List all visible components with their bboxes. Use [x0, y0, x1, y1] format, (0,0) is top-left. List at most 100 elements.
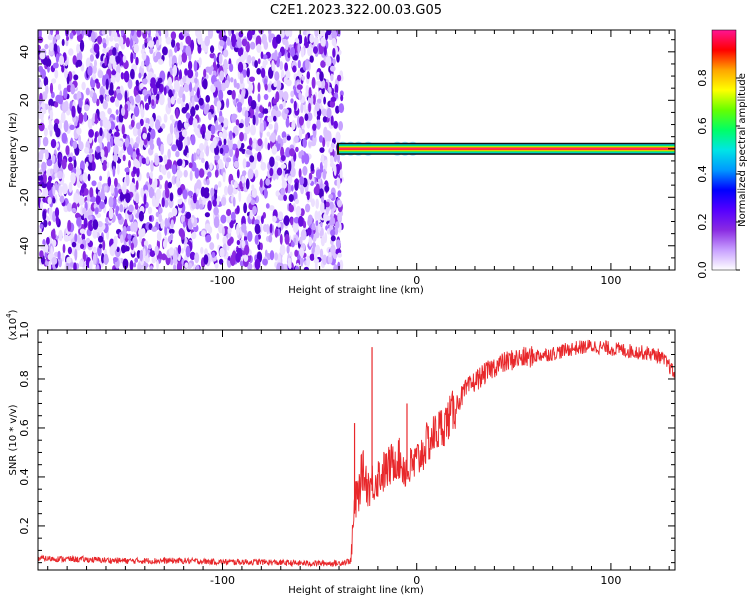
spectrogram-cell [100, 95, 104, 104]
spectrogram-cell [113, 144, 119, 156]
spectrogram-cell [66, 202, 72, 212]
spectrogram-cell [124, 167, 130, 173]
spectrogram-cell [251, 30, 256, 35]
spectrogram-cell [237, 104, 243, 113]
spectrogram-cell [112, 47, 117, 56]
spectrogram-frame [37, 29, 676, 271]
spectrogram-cell [53, 162, 59, 174]
spectrogram-cell [181, 247, 184, 254]
spectrogram-cell [61, 252, 65, 262]
spectrogram-cell [149, 171, 153, 179]
spectrogram-cell [188, 162, 193, 169]
spectrogram-cell [149, 116, 154, 129]
spectrogram-cell [164, 199, 169, 208]
spectrogram-cell [274, 161, 279, 169]
spectrogram-cell [296, 84, 303, 90]
spectrogram-cell [38, 189, 42, 196]
spectrogram-cell [301, 154, 305, 164]
spectrogram-cell [280, 146, 285, 158]
spectrogram-cell [330, 73, 334, 82]
spectrogram-cell [43, 173, 47, 185]
spectrogram-cell [337, 213, 342, 222]
spectrogram-cell [267, 115, 273, 123]
spectrogram-cell [51, 154, 56, 164]
spectrogram-cell [98, 243, 103, 249]
spectrogram-cell [48, 175, 52, 183]
spectrogram-cell [193, 60, 198, 72]
spectrogram-cell [314, 250, 318, 262]
spectrogram-cell [290, 47, 296, 57]
spectrogram-cell [290, 98, 294, 104]
spectrogram-cell [73, 262, 77, 270]
spectrogram-cell [328, 251, 332, 258]
spectrogram-cell [76, 50, 83, 63]
spectrogram-cell [52, 239, 57, 247]
spectrogram-cell [85, 237, 91, 244]
spectrogram-cell [198, 168, 205, 178]
spectrogram-cell [294, 249, 299, 257]
spectrogram-cell [71, 241, 77, 248]
snr-y-multiplier-close: ) [8, 309, 19, 313]
spectrogram-cell [326, 107, 332, 119]
spectrogram-cell [325, 206, 329, 216]
spectrogram-cell [316, 119, 321, 130]
spectrogram-cell [329, 146, 333, 153]
spectrogram-cell [236, 205, 240, 214]
spectrogram-cell [38, 44, 41, 51]
spectrogram-cell [125, 37, 130, 48]
spectrogram-cell [260, 67, 266, 79]
spectrogram-cell [335, 105, 340, 114]
spectrogram-cell [237, 139, 242, 149]
spectrogram-cell [54, 62, 59, 69]
spectrogram-cell [266, 131, 271, 137]
spectrogram-cell [265, 203, 270, 209]
spectrogram-cell [155, 188, 162, 200]
spectrogram-cell [122, 181, 127, 189]
spectrogram-cell [193, 152, 197, 162]
spectrogram-cell [48, 98, 54, 107]
spectrogram-cell [87, 173, 91, 182]
spectrogram-cell [168, 247, 175, 256]
colorbar-tick-label: 0.6 [696, 117, 709, 135]
spectrogram-cell [67, 219, 72, 232]
spectrogram-cell [67, 162, 74, 171]
spectrogram-cell [187, 190, 194, 197]
spectrogram-cell [138, 210, 144, 222]
spectrogram-cell [210, 84, 216, 93]
spectrogram-cell [191, 217, 195, 224]
spectrogram-cell [293, 100, 297, 112]
spectrogram-cell [220, 214, 227, 224]
spectrogram-cell [274, 252, 279, 261]
spectrogram-cell [148, 223, 153, 231]
spectrogram-cell [50, 168, 54, 175]
spectrogram-cell [54, 69, 59, 79]
spectrogram-cell [281, 180, 288, 189]
spectrogram-cell [178, 54, 182, 66]
spectrogram-cell [285, 70, 291, 79]
spectrogram-cell [54, 182, 58, 191]
spectrogram-cell [79, 39, 85, 52]
spectrogram-cell [92, 253, 97, 265]
signal-band [339, 148, 675, 150]
spectrogram-cell [42, 210, 47, 221]
spectrogram-cell [50, 30, 54, 36]
spectrogram-cell [82, 172, 88, 183]
spectrogram-cell [320, 221, 323, 227]
spectrogram-cell [197, 149, 200, 155]
spectrogram-cell [108, 207, 114, 220]
spectrogram-cell [264, 249, 268, 258]
spectrogram-cell [190, 134, 196, 146]
spectrogram-cell [68, 156, 73, 163]
spectrogram-cell [311, 198, 315, 208]
spectrogram-cell [191, 96, 195, 109]
spectrogram-cell [223, 117, 229, 128]
spectrogram-cell [339, 259, 344, 270]
spectrogram-cell [266, 223, 270, 235]
spectrogram-cell [125, 246, 130, 252]
spectrogram-cell [337, 74, 342, 82]
spectrogram-cell [155, 211, 160, 218]
spectrogram-cell [283, 194, 287, 202]
spectrogram-cell [288, 107, 292, 115]
spectrogram-cell [268, 205, 275, 211]
